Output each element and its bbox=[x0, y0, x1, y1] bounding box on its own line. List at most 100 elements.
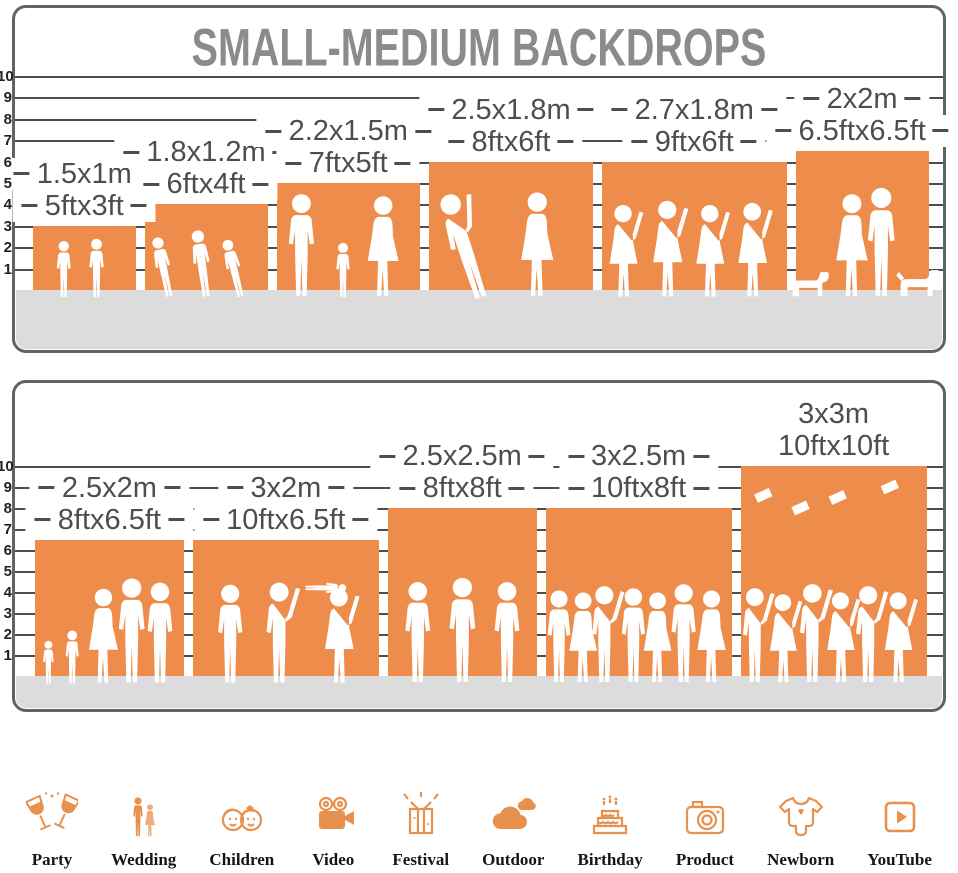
graduation-cap-icon bbox=[753, 488, 773, 503]
group-of-people-silhouette bbox=[547, 584, 726, 683]
label-dash bbox=[352, 518, 369, 521]
graduation-cap-icon bbox=[880, 479, 899, 495]
category-row: Party Wedding Children Video Festival Out… bbox=[0, 766, 958, 870]
person-silhouette bbox=[738, 202, 773, 297]
axis-tick: 1 bbox=[3, 260, 12, 278]
person-silhouette bbox=[591, 586, 625, 682]
label-dash bbox=[38, 486, 55, 489]
label-dash bbox=[568, 486, 585, 490]
person-silhouette bbox=[405, 582, 430, 682]
label-dash bbox=[399, 486, 416, 490]
label-dash bbox=[932, 129, 949, 133]
backdrop-size-metric-text: 2.5x2.5m bbox=[402, 440, 522, 472]
backdrop-size-imperial: 9ftx6ft bbox=[622, 125, 766, 158]
backdrop-size-imperial-text: 10ftx6.5ft bbox=[226, 503, 346, 536]
label-dash bbox=[265, 129, 282, 133]
label-dash bbox=[123, 150, 140, 154]
category-item-outdoor: Outdoor bbox=[482, 791, 544, 870]
backdrop-size-metric-text: 1.8x1.2m bbox=[146, 136, 266, 169]
axis-tick: 2 bbox=[3, 239, 12, 257]
backdrop-size-label: 3x2m 10ftx6.5ft bbox=[194, 471, 378, 536]
category-item-newborn: Newborn bbox=[767, 791, 834, 870]
category-item-youtube: YouTube bbox=[867, 791, 932, 870]
person-silhouette bbox=[643, 592, 672, 683]
backdrop-size-metric-text: 2.5x1.8m bbox=[451, 93, 571, 126]
label-dash bbox=[143, 182, 160, 186]
backdrop-size-imperial-text: 8ftx8ft bbox=[422, 472, 502, 504]
graduation-cap-icon bbox=[790, 500, 810, 516]
backdrop-bar bbox=[276, 183, 420, 297]
label-dash bbox=[557, 140, 574, 144]
label-dash bbox=[252, 182, 269, 186]
label-dash bbox=[693, 486, 710, 490]
category-label: Outdoor bbox=[482, 850, 545, 869]
category-label: Festival bbox=[392, 850, 450, 869]
person-silhouette bbox=[434, 187, 503, 302]
axis-tick: 7 bbox=[3, 132, 12, 150]
backdrop-size-metric-text: 2x2m bbox=[826, 82, 898, 115]
backdrop-size-label: 2.5x2m 8ftx6.5ft bbox=[25, 471, 193, 536]
backdrop-size-label: 3x2.5m 10ftx8ft bbox=[559, 440, 719, 504]
party-icon bbox=[26, 792, 78, 831]
graduation-cap-icon bbox=[828, 490, 847, 505]
person-silhouette bbox=[671, 584, 696, 682]
person-silhouette bbox=[884, 592, 918, 683]
backdrop-size-label: 2.7x1.8m 9ftx6ft bbox=[602, 93, 786, 158]
backdrop-bar bbox=[429, 161, 593, 302]
backdrop-size-label: 2.2x1.5m 7ftx5ft bbox=[256, 115, 440, 179]
newborn-icon bbox=[778, 796, 823, 837]
backdrop-size-imperial: 6ftx4ft bbox=[134, 168, 278, 201]
label-dash bbox=[760, 108, 777, 112]
label-dash bbox=[775, 129, 792, 133]
backdrop-size-metric-text: 3x2.5m bbox=[591, 440, 687, 472]
axis-tick: 8 bbox=[3, 500, 12, 518]
backdrop-size-label: 1.5x1m 5ftx3ft bbox=[4, 157, 164, 222]
backdrop-size-imperial: 10ftx10ft bbox=[775, 430, 892, 462]
backdrop-size-imperial-text: 10ftx10ft bbox=[777, 430, 890, 462]
backdrop-bar bbox=[602, 161, 787, 297]
backdrop-size-imperial: 6.5ftx6.5ft bbox=[766, 114, 958, 147]
youtube-icon bbox=[884, 801, 915, 833]
axis-tick: 4 bbox=[3, 196, 12, 214]
standing-men-silhouette bbox=[405, 577, 520, 682]
size-chart-top: 1 2 3 4 5 6 7 8 9 10 1.5x1m 5ftx3ft 1.8x1.2m 6ftx4ft 2… bbox=[0, 8, 958, 350]
size-chart-bottom: 1 2 3 4 5 6 7 8 9 10 2.5x2m 8ftx6.5ft 3x2m 10ftx6.5ft… bbox=[0, 383, 943, 709]
person-silhouette bbox=[288, 194, 314, 296]
label-dash bbox=[328, 486, 345, 489]
person-silhouette bbox=[149, 236, 177, 299]
label-dash bbox=[394, 161, 411, 165]
axis-tick: 10 bbox=[0, 458, 14, 476]
person-silhouette bbox=[826, 592, 860, 683]
person-silhouette bbox=[609, 204, 644, 297]
backdrop-size-label: 2.5x2.5m 8ftx8ft bbox=[370, 440, 554, 504]
person-silhouette bbox=[769, 594, 802, 683]
backdrop-size-imperial: 10ftx8ft bbox=[559, 472, 719, 504]
family-lifting-child-silhouette bbox=[217, 582, 360, 683]
person-silhouette bbox=[449, 577, 476, 682]
person-silhouette bbox=[367, 196, 399, 296]
person-silhouette bbox=[696, 590, 726, 683]
label-dash bbox=[130, 204, 147, 208]
panel-small-medium-bottom: 1 2 3 4 5 6 7 8 9 10 2.5x2m 8ftx6.5ft 3x2m 10ftx6.5ft… bbox=[0, 380, 946, 712]
category-item-party: Party bbox=[26, 791, 78, 870]
person-silhouette bbox=[89, 238, 104, 297]
axis-tick: 9 bbox=[3, 479, 12, 497]
category-label: Video bbox=[312, 850, 355, 869]
axis-tick: 10 bbox=[0, 68, 14, 86]
category-label: Birthday bbox=[577, 850, 643, 869]
family-walking-silhouette bbox=[288, 194, 399, 297]
category-label: Newborn bbox=[767, 850, 835, 869]
label-dash bbox=[904, 97, 921, 101]
category-label: YouTube bbox=[867, 850, 932, 869]
backdrop-size-imperial: 10ftx6.5ft bbox=[194, 503, 378, 536]
category-label: Product bbox=[675, 850, 735, 869]
backdrop-size-label: 1.8x1.2m 6ftx4ft bbox=[114, 136, 298, 201]
person-silhouette bbox=[867, 187, 895, 296]
backdrop-size-imperial: 8ftx6.5ft bbox=[25, 503, 193, 536]
backdrop-size-metric: 2.2x1.5m bbox=[256, 115, 440, 147]
axis-tick: 1 bbox=[3, 647, 12, 665]
label-dash bbox=[34, 518, 51, 521]
person-silhouette bbox=[324, 588, 360, 683]
floor bbox=[16, 290, 942, 349]
axis-tick: 8 bbox=[3, 110, 12, 128]
